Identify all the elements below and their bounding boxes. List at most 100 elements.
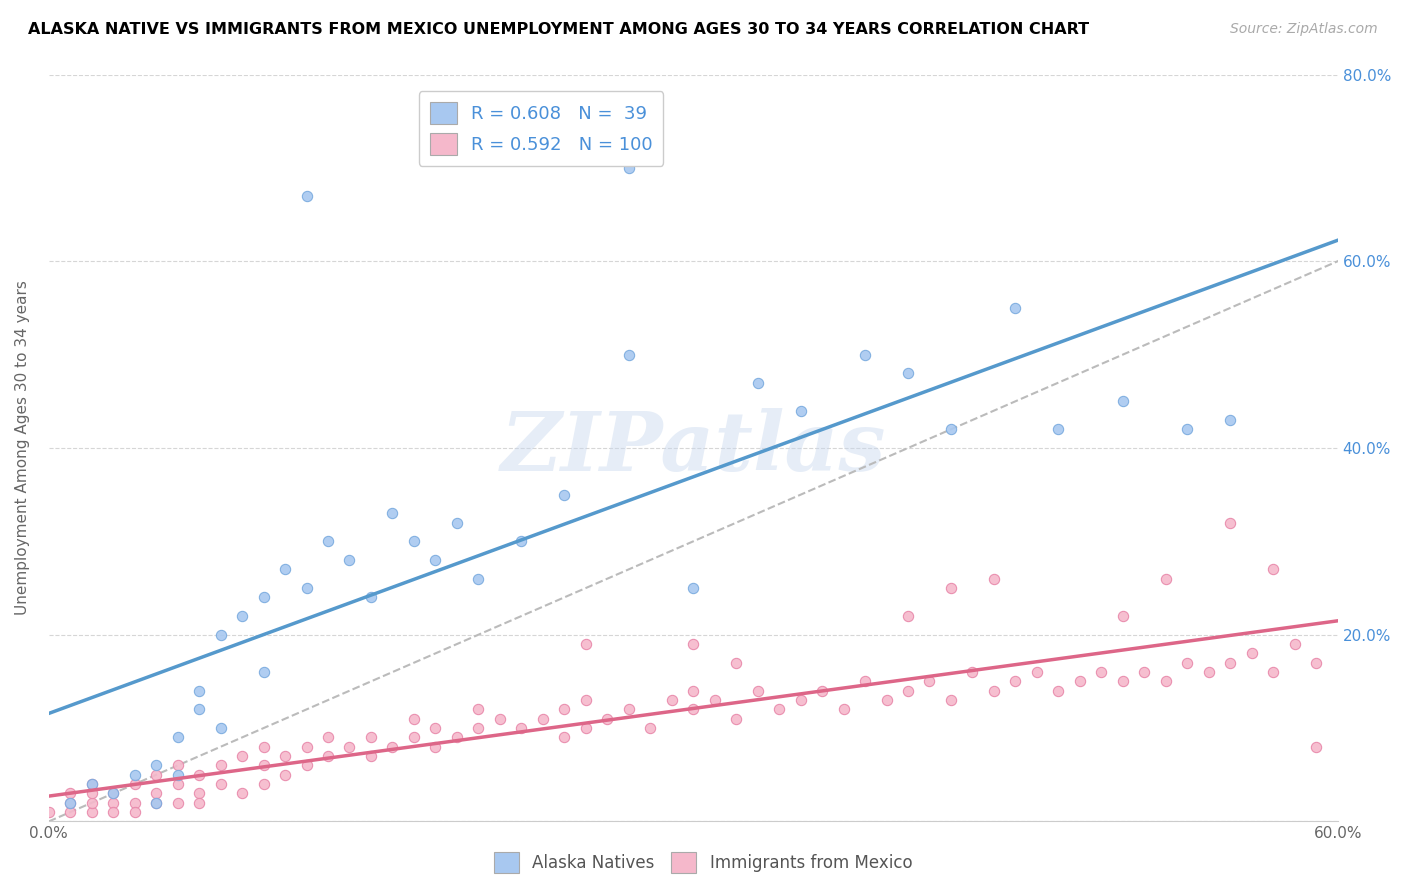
Point	[360, 749, 382, 764]
Point	[316, 731, 339, 745]
Point	[1175, 422, 1198, 436]
Point	[617, 702, 640, 716]
Point	[897, 609, 920, 624]
Point	[80, 796, 103, 810]
Point	[617, 348, 640, 362]
Legend: Alaska Natives, Immigrants from Mexico: Alaska Natives, Immigrants from Mexico	[486, 846, 920, 880]
Point	[316, 749, 339, 764]
Point	[166, 777, 188, 791]
Point	[983, 572, 1005, 586]
Legend: R = 0.608   N =  39, R = 0.592   N = 100: R = 0.608 N = 39, R = 0.592 N = 100	[419, 91, 664, 166]
Point	[124, 805, 146, 819]
Point	[747, 376, 769, 390]
Point	[575, 637, 598, 651]
Point	[553, 488, 575, 502]
Point	[145, 768, 167, 782]
Point	[1198, 665, 1220, 679]
Point	[103, 787, 125, 801]
Text: ALASKA NATIVE VS IMMIGRANTS FROM MEXICO UNEMPLOYMENT AMONG AGES 30 TO 34 YEARS C: ALASKA NATIVE VS IMMIGRANTS FROM MEXICO …	[28, 22, 1090, 37]
Point	[274, 749, 297, 764]
Point	[853, 674, 876, 689]
Point	[209, 628, 232, 642]
Point	[1154, 572, 1177, 586]
Point	[103, 796, 125, 810]
Point	[638, 721, 661, 735]
Point	[209, 758, 232, 772]
Point	[59, 796, 82, 810]
Point	[575, 693, 598, 707]
Point	[80, 805, 103, 819]
Point	[231, 609, 253, 624]
Point	[1112, 674, 1135, 689]
Point	[188, 683, 211, 698]
Point	[682, 702, 704, 716]
Point	[446, 731, 468, 745]
Point	[425, 739, 447, 754]
Point	[876, 693, 898, 707]
Point	[1263, 665, 1285, 679]
Point	[1284, 637, 1306, 651]
Point	[1069, 674, 1091, 689]
Point	[425, 721, 447, 735]
Point	[682, 683, 704, 698]
Point	[166, 758, 188, 772]
Point	[209, 777, 232, 791]
Point	[295, 758, 318, 772]
Point	[80, 787, 103, 801]
Point	[1090, 665, 1112, 679]
Point	[166, 731, 188, 745]
Point	[166, 796, 188, 810]
Point	[510, 534, 533, 549]
Point	[295, 189, 318, 203]
Point	[1025, 665, 1047, 679]
Point	[209, 721, 232, 735]
Point	[789, 403, 811, 417]
Point	[897, 366, 920, 380]
Point	[575, 721, 598, 735]
Point	[252, 739, 274, 754]
Point	[832, 702, 855, 716]
Point	[1133, 665, 1156, 679]
Point	[231, 787, 253, 801]
Point	[103, 805, 125, 819]
Point	[145, 787, 167, 801]
Point	[360, 591, 382, 605]
Point	[725, 656, 748, 670]
Point	[252, 591, 274, 605]
Point	[381, 739, 404, 754]
Point	[274, 562, 297, 576]
Point	[789, 693, 811, 707]
Point	[661, 693, 683, 707]
Text: Source: ZipAtlas.com: Source: ZipAtlas.com	[1230, 22, 1378, 37]
Point	[510, 721, 533, 735]
Point	[962, 665, 984, 679]
Point	[747, 683, 769, 698]
Point	[1112, 609, 1135, 624]
Point	[853, 348, 876, 362]
Point	[59, 805, 82, 819]
Point	[467, 572, 489, 586]
Point	[231, 749, 253, 764]
Point	[939, 693, 962, 707]
Point	[425, 553, 447, 567]
Point	[1112, 394, 1135, 409]
Point	[80, 777, 103, 791]
Point	[446, 516, 468, 530]
Point	[124, 777, 146, 791]
Point	[1219, 413, 1241, 427]
Point	[1305, 739, 1327, 754]
Point	[1004, 674, 1026, 689]
Point	[918, 674, 941, 689]
Point	[725, 712, 748, 726]
Point	[489, 712, 512, 726]
Point	[59, 796, 82, 810]
Point	[124, 768, 146, 782]
Point	[252, 758, 274, 772]
Point	[80, 777, 103, 791]
Point	[1154, 674, 1177, 689]
Point	[252, 665, 274, 679]
Point	[939, 581, 962, 595]
Text: ZIPatlas: ZIPatlas	[501, 408, 886, 488]
Point	[1219, 656, 1241, 670]
Point	[1047, 422, 1070, 436]
